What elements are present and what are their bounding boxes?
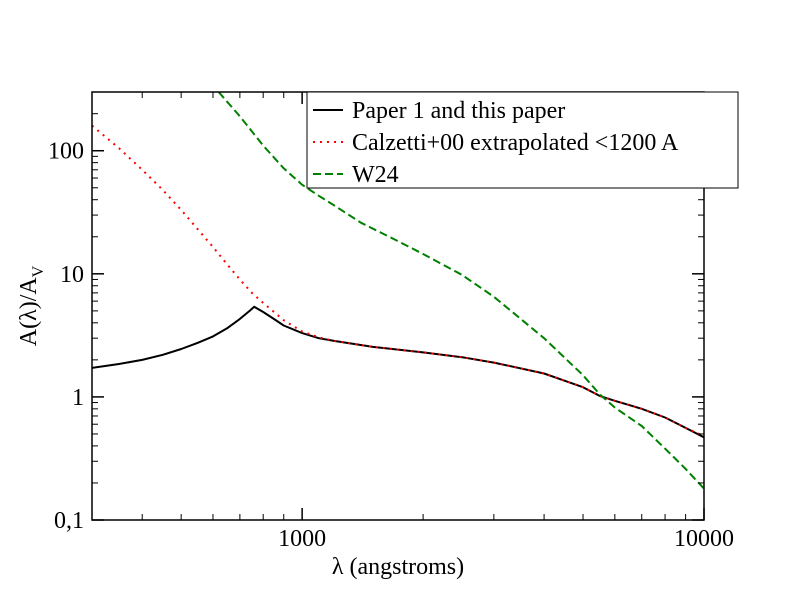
y-axis-label-main: A(λ)/A (16, 277, 42, 347)
y-tick-label: 0,1 (54, 508, 84, 534)
x-tick-label: 10000 (674, 526, 734, 552)
y-tick-label: 10 (60, 262, 84, 288)
legend-label-2: Calzetti+00 extrapolated <1200 A (352, 130, 679, 156)
y-axis-label: A(λ)/AV (16, 265, 47, 346)
legend-box (306, 91, 739, 189)
legend-label-3: W24 (352, 162, 399, 188)
series-line-1 (92, 305, 704, 439)
legend: Paper 1 and this paper Calzetti+00 extrap… (306, 91, 739, 189)
legend-label-1: Paper 1 and this paper (352, 98, 565, 124)
x-ticks: 1000 10000 (278, 92, 734, 552)
y-tick-label: 1 (72, 385, 84, 411)
x-axis-label: λ (angstroms) (332, 554, 464, 580)
y-ticks: 0,1 1 10 100 (48, 139, 704, 534)
series-layer (92, 92, 704, 490)
y-tick-label: 100 (48, 139, 84, 165)
x-tick-label: 1000 (278, 526, 326, 552)
y-axis-label-sub: V (30, 265, 47, 277)
